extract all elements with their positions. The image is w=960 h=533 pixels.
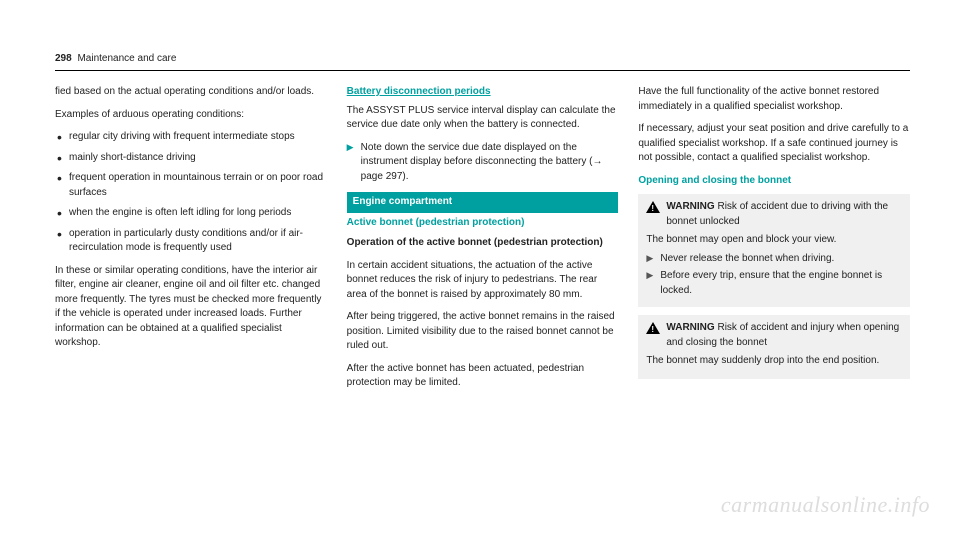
- column-1: fied based on the actual operating condi…: [55, 85, 327, 399]
- warning-header: WARNING Risk of accident and injury when…: [646, 321, 902, 350]
- operation-heading: Operation of the active bonnet (pedestri…: [347, 236, 619, 251]
- warning-label: WARNING: [666, 201, 714, 212]
- list-item: mainly short-distance driving: [55, 151, 327, 166]
- col3-p2: If necessary, adjust your seat position …: [638, 122, 910, 166]
- warning-triangle-icon: [646, 322, 660, 334]
- warning2-body: The bonnet may suddenly drop into the en…: [646, 354, 902, 369]
- column-3: Have the full functionality of the activ…: [638, 85, 910, 399]
- col3-p1: Have the full functionality of the activ…: [638, 85, 910, 114]
- warning1-instr1: Never release the bonnet when driving.: [646, 252, 902, 267]
- list-item: frequent operation in mountainous terrai…: [55, 171, 327, 200]
- para-examples-label: Examples of arduous operating conditions…: [55, 108, 327, 123]
- warning-text-block: WARNING Risk of accident due to driving …: [666, 200, 902, 229]
- warning-box-1: WARNING Risk of accident due to driving …: [638, 194, 910, 307]
- warning1-body: The bonnet may open and block your view.: [646, 233, 902, 248]
- watermark: carmanualsonline.info: [721, 489, 930, 521]
- operation-p2: After being triggered, the active bonnet…: [347, 310, 619, 354]
- battery-text: The ASSYST PLUS service interval display…: [347, 104, 619, 133]
- arduous-conditions-list: regular city driving with frequent inter…: [55, 130, 327, 256]
- warning-triangle-icon: [646, 201, 660, 213]
- active-bonnet-subheading: Active bonnet (pedestrian protection): [347, 216, 619, 231]
- list-item: when the engine is often left idling for…: [55, 206, 327, 221]
- page-header: 298 Maintenance and care: [55, 52, 910, 71]
- para-intro: fied based on the actual operating condi…: [55, 85, 327, 100]
- warning-label: WARNING: [666, 322, 714, 333]
- column-2: Battery disconnection periods The ASSYST…: [347, 85, 619, 399]
- header-title: Maintenance and care: [77, 53, 176, 64]
- battery-heading: Battery disconnection periods: [347, 85, 619, 100]
- warning-box-2: WARNING Risk of accident and injury when…: [638, 315, 910, 379]
- warning-header: WARNING Risk of accident due to driving …: [646, 200, 902, 229]
- para-closing: In these or similar operating conditions…: [55, 264, 327, 351]
- engine-compartment-banner: Engine compartment: [347, 192, 619, 213]
- warning-text-block: WARNING Risk of accident and injury when…: [666, 321, 902, 350]
- warning1-instr2: Before every trip, ensure that the engin…: [646, 269, 902, 298]
- operation-p3: After the active bonnet has been actuate…: [347, 362, 619, 391]
- content-columns: fied based on the actual operating condi…: [55, 85, 910, 399]
- battery-instruction: Note down the service due date displayed…: [347, 141, 619, 185]
- list-item: operation in particularly dusty conditio…: [55, 227, 327, 256]
- operation-heading-bold: Operation of the active bonnet (pedestri…: [347, 237, 603, 248]
- list-item: regular city driving with frequent inter…: [55, 130, 327, 145]
- opening-closing-heading: Opening and closing the bonnet: [638, 174, 910, 189]
- page-number: 298: [55, 53, 72, 64]
- operation-p1: In certain accident situations, the actu…: [347, 259, 619, 303]
